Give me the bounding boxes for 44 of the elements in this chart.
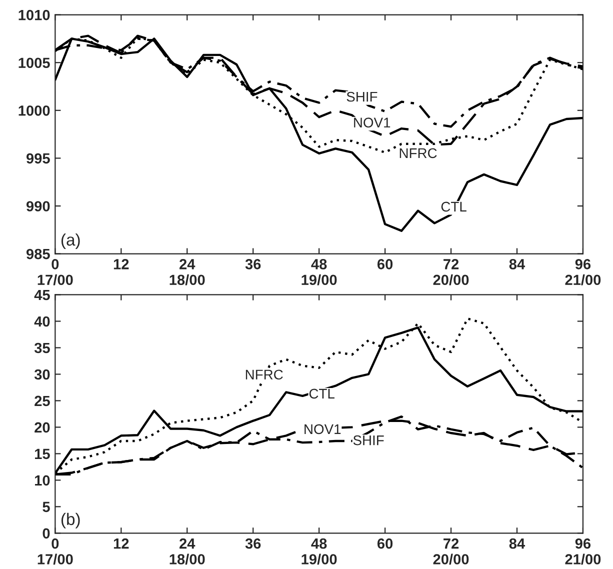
x-tick-label: 24 18/00 xyxy=(170,259,205,286)
x-tick-label: 36 xyxy=(245,538,261,549)
y-tick-label: 1000 xyxy=(18,105,50,116)
x-tick-label: 48 19/00 xyxy=(302,538,337,565)
x-tick-label: 60 xyxy=(377,538,393,549)
annotation: SHIF xyxy=(346,92,378,102)
x-tick-label: 84 xyxy=(509,538,526,549)
y-tick-label: 995 xyxy=(26,153,50,164)
annotation: NOV1 xyxy=(304,424,341,434)
annotation: NFRC xyxy=(400,148,437,158)
x-tick-label: 72 20/00 xyxy=(433,259,469,286)
x-tick-label: 36 xyxy=(245,259,261,270)
x-tick-label: 0 17/00 xyxy=(38,538,73,565)
y-tick-label: 30 xyxy=(34,369,50,380)
y-tick-label: 20 xyxy=(34,422,50,433)
annotation: CTL xyxy=(309,388,334,399)
x-tick-label: 60 xyxy=(377,259,393,270)
y-tick-label: 15 xyxy=(35,448,50,460)
y-tick-label: 40 xyxy=(34,316,50,327)
y-tick-label: 10 xyxy=(35,475,50,486)
x-tick-label: 12 xyxy=(114,538,129,549)
annotation: (b) xyxy=(61,512,80,528)
annotation: (a) xyxy=(61,233,80,249)
annotation: NOV1 xyxy=(354,118,390,128)
x-tick-label: 12 xyxy=(114,259,129,270)
x-tick-label: 24 18/00 xyxy=(170,538,205,565)
annotation: CTL xyxy=(441,202,466,212)
x-tick-label: 96 21/00 xyxy=(565,259,601,286)
y-tick-label: 35 xyxy=(34,342,50,354)
y-tick-label: 990 xyxy=(26,201,50,212)
y-tick-label: 25 xyxy=(34,396,50,406)
y-tick-label: 5 xyxy=(42,502,50,512)
y-tick-label: 1005 xyxy=(18,58,50,68)
x-tick-label: 96 21/00 xyxy=(565,538,601,565)
y-tick-label: 985 xyxy=(26,248,50,260)
y-tick-label: 45 xyxy=(34,290,50,300)
x-tick-label: 0 17/00 xyxy=(38,259,73,286)
x-tick-label: 84 xyxy=(509,259,526,270)
x-tick-label: 72 20/00 xyxy=(433,538,469,565)
x-tick-label: 48 19/00 xyxy=(302,259,337,286)
y-tick-label: 0 xyxy=(42,528,50,539)
annotation: SHIF xyxy=(353,435,384,446)
annotation: NFRC xyxy=(246,370,283,380)
y-tick-label: 1010 xyxy=(18,10,50,20)
